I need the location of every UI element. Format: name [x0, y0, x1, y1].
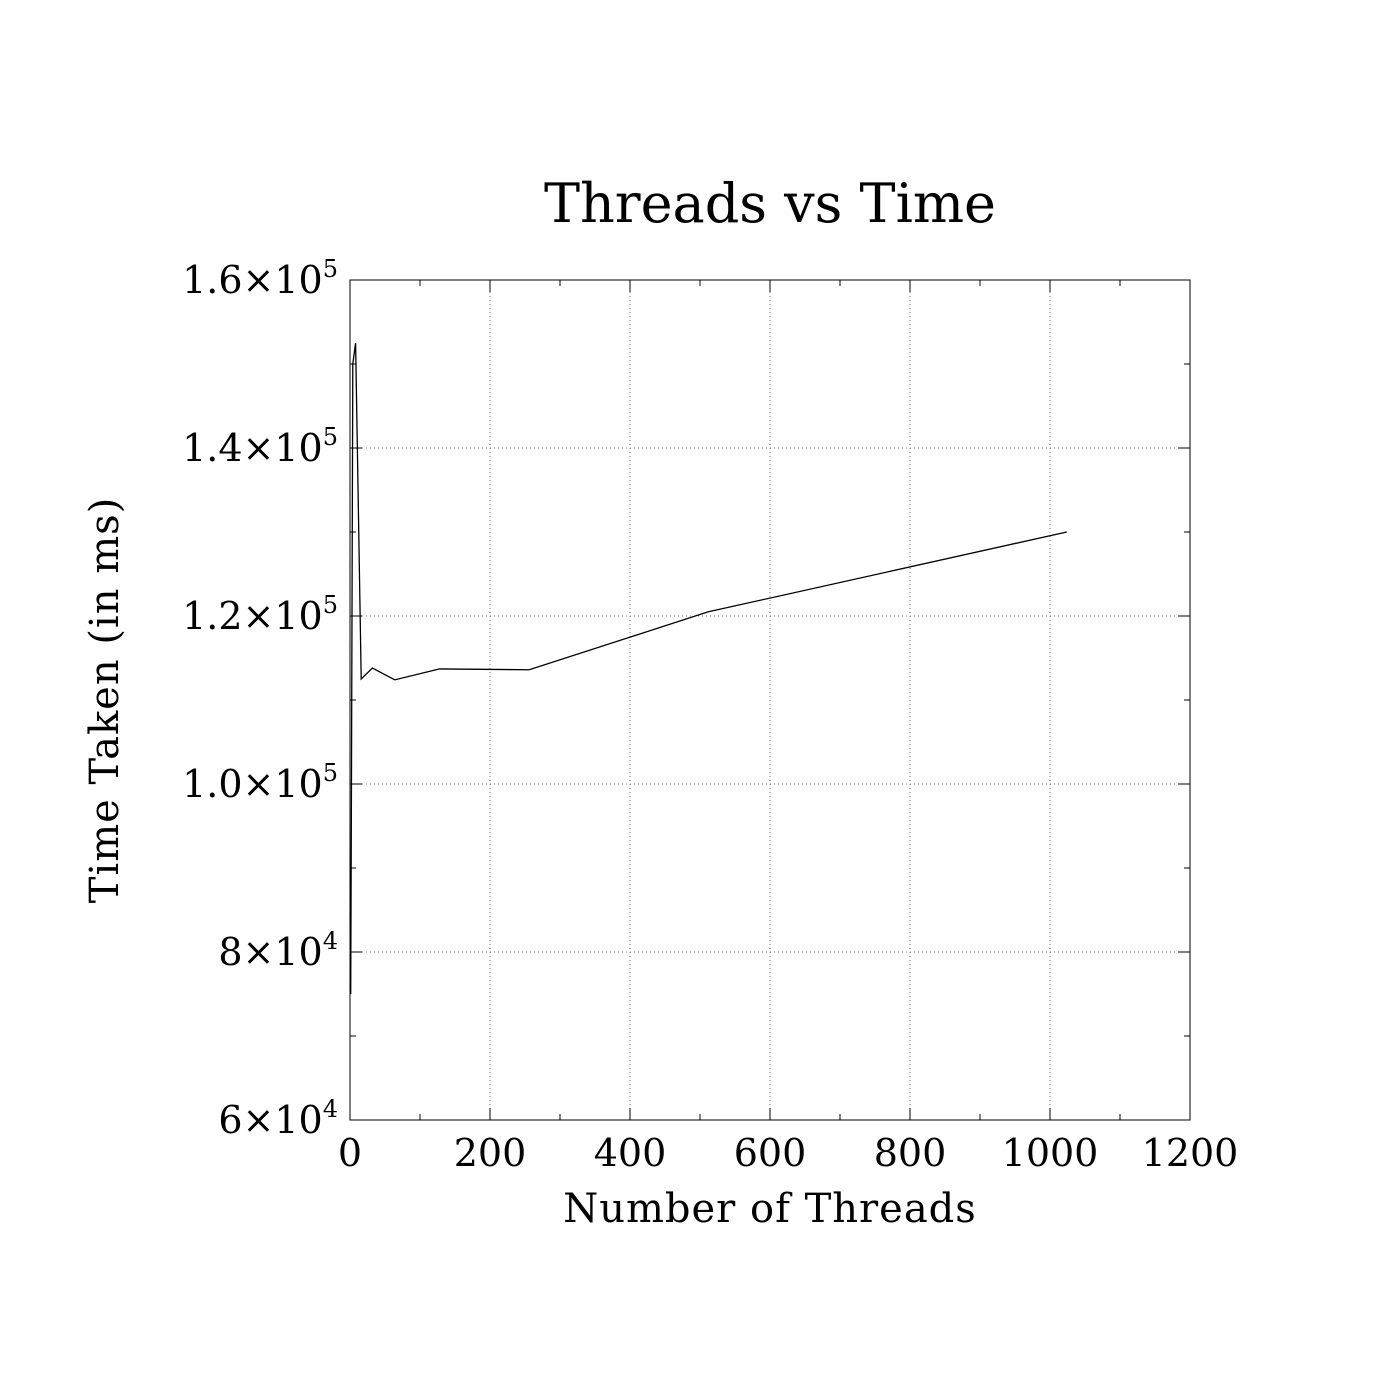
series-layer — [350, 342, 1067, 995]
x-tick-label: 800 — [874, 1131, 947, 1175]
series-line — [350, 342, 1067, 995]
y-tick-label: 1.4×105 — [182, 423, 338, 470]
x-tick-label: 1000 — [1002, 1131, 1099, 1175]
tick-marks — [349, 279, 1191, 1121]
x-tick-label: 600 — [734, 1131, 807, 1175]
x-axis-label: Number of Threads — [563, 1186, 977, 1232]
y-axis-tick-labels: 6×104 8×104 1.0×105 1.2×105 1.4×105 1.6×105 — [182, 255, 338, 1142]
x-axis-tick-labels: 0 200 400 600 800 1000 1200 — [338, 1131, 1238, 1175]
y-tick-label: 1.0×105 — [182, 759, 338, 806]
x-tick-label: 400 — [594, 1131, 667, 1175]
chart-title: Threads vs Time — [544, 172, 996, 235]
y-tick-label: 6×104 — [218, 1095, 338, 1142]
x-tick-label: 1200 — [1142, 1131, 1239, 1175]
x-tick-label: 0 — [338, 1131, 362, 1175]
y-tick-label: 8×104 — [218, 927, 338, 974]
grid-lines — [350, 280, 1190, 1120]
y-tick-label: 1.6×105 — [182, 255, 338, 302]
y-tick-label: 1.2×105 — [182, 591, 338, 638]
x-tick-label: 200 — [454, 1131, 527, 1175]
y-axis-label: Time Taken (in ms) — [82, 497, 128, 904]
